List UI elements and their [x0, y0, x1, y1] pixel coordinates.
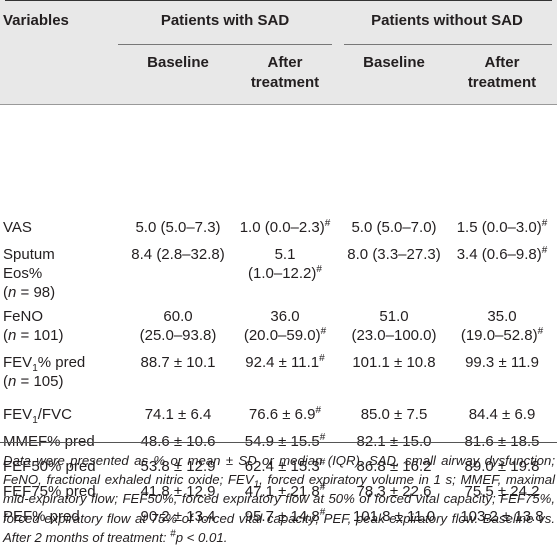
header-variables: Variables — [3, 12, 69, 29]
cell-sad-baseline: 53.8 ± 12.9 — [140, 458, 216, 475]
cell-variable: Sputum Eos% (n = 98) — [3, 246, 56, 301]
table-row: MMEF% pred 48.6 ± 10.6 54.9 ± 15.5# 82.1 ± … — [0, 432, 557, 456]
table-row: FEF75% pred 41.8 ± 12.9 47.1 ± 21.8# 78.3 ±… — [0, 482, 557, 506]
header-group-without-sad: Patients without SAD — [371, 12, 523, 29]
footnote-rule — [0, 442, 557, 443]
cell-sad-baseline: 5.0 (5.0–7.3) — [135, 219, 221, 236]
table-row: Sputum Eos% (n = 98) 8.4 (2.8–32.8) 5.1 (1.0–… — [0, 245, 557, 305]
cell-nonsad-after: 99.3 ± 11.9 — [465, 354, 539, 371]
cell-variable: PEF% pred — [3, 508, 80, 525]
cell-nonsad-after: 84.4 ± 6.9 — [468, 406, 536, 423]
cell-sad-after: 36.0 (20.0–59.0)# — [243, 308, 327, 344]
top-rule — [5, 0, 552, 1]
table-row: VAS 5.0 (5.0–7.3) 1.0 (0.0–2.3)# 5.0 (5.0–7… — [0, 218, 557, 244]
table-footnote: Data were presented as % or mean ± SD or… — [3, 453, 555, 545]
cell-nonsad-after: 81.6 ± 18.5 — [464, 433, 540, 450]
cell-nonsad-baseline: 5.0 (5.0–7.0) — [351, 219, 437, 236]
cell-nonsad-baseline: 101.8 ± 11.0 — [352, 508, 436, 525]
cell-variable: FEF50% pred — [3, 458, 96, 475]
cell-sad-after: 54.9 ± 15.5# — [244, 432, 326, 451]
cell-sad-baseline: 8.4 (2.8–32.8) — [131, 246, 225, 263]
cell-variable: FEV1% pred (n = 105) — [3, 354, 86, 390]
table-row: FEF50% pred 53.8 ± 12.9 62.4 ± 15.3# 86.8 ±… — [0, 457, 557, 481]
cell-nonsad-after: 89.0 ± 19.8 — [464, 458, 540, 475]
cell-sad-after: 92.4 ± 11.1# — [245, 353, 325, 372]
table-row: FEV1% pred (n = 105) 88.7 ± 10.1 92.4 ± 11.… — [0, 353, 557, 403]
cell-nonsad-baseline: 86.8 ± 16.2 — [356, 458, 432, 475]
cell-sad-baseline: 48.6 ± 10.6 — [140, 433, 216, 450]
cell-sad-baseline: 60.0 (25.0–93.8) — [139, 308, 217, 344]
cell-sad-after: 76.6 ± 6.9# — [248, 405, 322, 424]
cell-sad-after: 5.1 (1.0–12.2)# — [248, 246, 322, 282]
header-bottom-rule — [0, 104, 557, 105]
cell-nonsad-baseline: 82.1 ± 15.0 — [356, 433, 432, 450]
cell-sad-baseline: 41.8 ± 12.9 — [140, 483, 216, 500]
cell-nonsad-after: 75.5 ± 24.2 — [464, 483, 540, 500]
cell-sad-after: 47.1 ± 21.8# — [244, 482, 326, 501]
cell-sad-after: 95.7 ± 14.8# — [244, 507, 326, 526]
cell-variable: VAS — [3, 219, 32, 236]
header-baseline-1: Baseline — [147, 54, 209, 71]
table-row: FeNO (n = 101) 60.0 (25.0–93.8) 36.0 (20.0–59… — [0, 307, 557, 351]
cell-sad-baseline: 88.7 ± 10.1 — [140, 354, 216, 371]
cell-nonsad-after: 1.5 (0.0–3.0)# — [456, 218, 548, 237]
cell-nonsad-baseline: 51.0 (23.0–100.0) — [351, 308, 437, 344]
cell-nonsad-baseline: 85.0 ± 7.5 — [360, 406, 428, 423]
cell-nonsad-baseline: 78.3 ± 22.6 — [356, 483, 432, 500]
header-group-with-sad: Patients with SAD — [160, 12, 290, 29]
cell-sad-after: 62.4 ± 15.3# — [244, 457, 326, 476]
cell-nonsad-after: 3.4 (0.6–9.8)# — [456, 245, 548, 264]
cell-sad-baseline: 74.1 ± 6.4 — [144, 406, 212, 423]
header-after-1: After treatment — [250, 54, 320, 91]
cell-nonsad-after: 103.2 ± 13.8 — [460, 508, 544, 525]
header-baseline-2: Baseline — [363, 54, 425, 71]
table-header: Variables Patients with SAD Patients wit… — [0, 0, 557, 105]
cell-variable: FEF75% pred — [3, 483, 96, 500]
cell-variable: FEV1/FVC — [3, 406, 72, 426]
cell-nonsad-baseline: 8.0 (3.3–27.3) — [347, 246, 441, 263]
table-row: FEV1/FVC 74.1 ± 6.4 76.6 ± 6.9# 85.0 ± 7.5 8… — [0, 405, 557, 431]
cell-sad-after: 1.0 (0.0–2.3)# — [239, 218, 331, 237]
group1-rule — [118, 44, 332, 45]
cell-sad-baseline: 90.2 ± 13.4 — [140, 508, 216, 525]
header-after-2: After treatment — [467, 54, 537, 91]
group2-rule — [344, 44, 552, 45]
table-row: PEF% pred 90.2 ± 13.4 95.7 ± 14.8# 101.8 ± … — [0, 507, 557, 537]
cell-variable: FeNO (n = 101) — [3, 308, 64, 344]
cell-nonsad-baseline: 101.1 ± 10.8 — [352, 354, 436, 371]
cell-nonsad-after: 35.0 (19.0–52.8)# — [460, 308, 544, 344]
cell-variable: MMEF% pred — [3, 433, 95, 450]
